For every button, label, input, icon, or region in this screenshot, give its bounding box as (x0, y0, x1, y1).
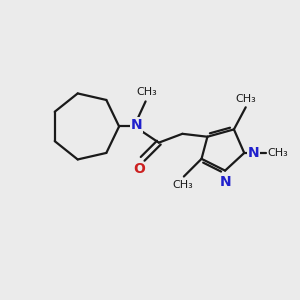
Text: CH₃: CH₃ (268, 148, 289, 158)
Text: N: N (248, 146, 260, 160)
Text: O: O (133, 162, 145, 176)
Text: CH₃: CH₃ (137, 87, 158, 97)
Text: N: N (219, 175, 231, 189)
Text: N: N (131, 118, 142, 132)
Text: CH₃: CH₃ (235, 94, 256, 104)
Text: CH₃: CH₃ (172, 180, 193, 190)
